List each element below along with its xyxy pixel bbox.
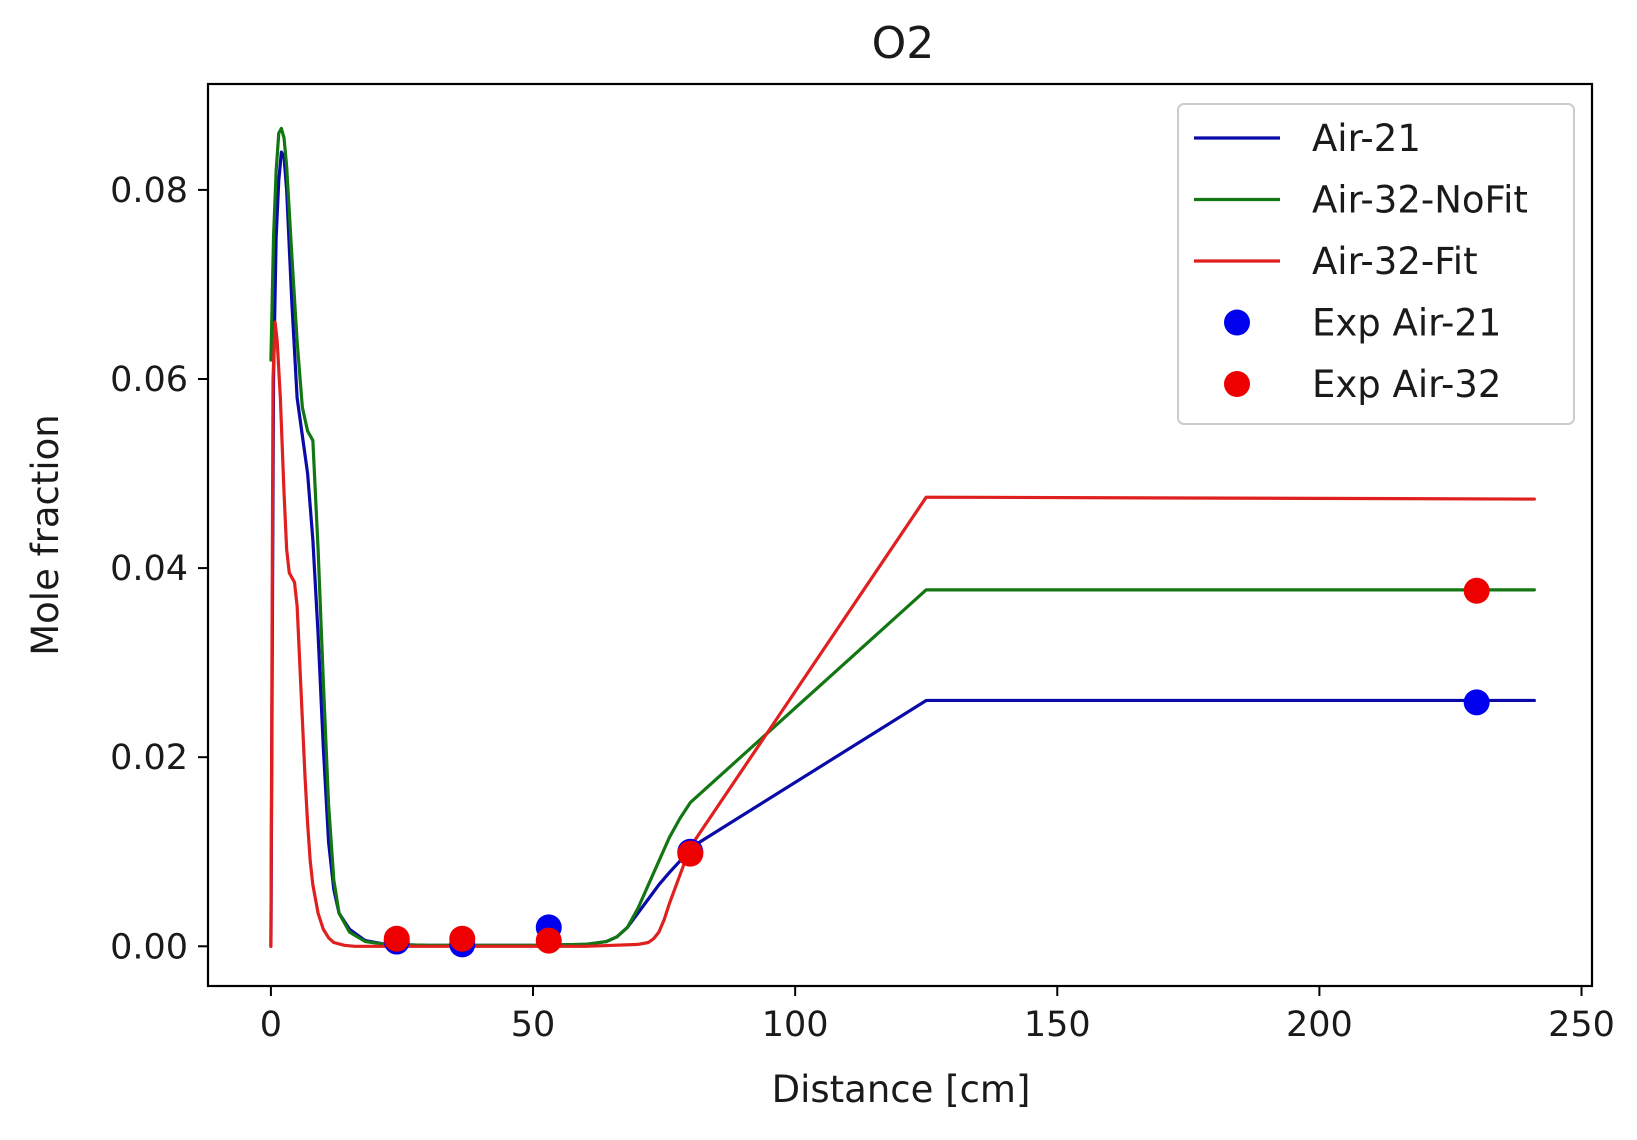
- legend-label-air-21: Air-21: [1312, 117, 1421, 160]
- legend-swatch-exp-air-21: [1224, 309, 1250, 336]
- y-tick-label: 0.02: [110, 738, 188, 778]
- x-tick-label: 0: [260, 1005, 282, 1045]
- legend-label-exp-air-32: Exp Air-32: [1312, 363, 1501, 406]
- legend: Air-21 Air-32-NoFit Air-32-Fit Exp Air-21 Ex…: [1177, 103, 1575, 425]
- y-tick-label: 0.00: [110, 927, 188, 967]
- x-tick-label: 50: [511, 1005, 556, 1045]
- legend-label-exp-air-21: Exp Air-21: [1312, 302, 1501, 345]
- x-tick-label: 150: [1024, 1005, 1091, 1045]
- data-point-exp-air-32: [383, 925, 410, 952]
- legend-label-air-32-fit: Air-32-Fit: [1312, 240, 1478, 283]
- data-point-exp-air-32: [677, 840, 704, 867]
- data-point-exp-air-32: [1463, 577, 1490, 604]
- legend-box: [1177, 103, 1575, 425]
- legend-label-air-32-nofit: Air-32-NoFit: [1312, 179, 1528, 222]
- x-tick-label: 200: [1286, 1005, 1353, 1045]
- plot-area: [269, 126, 1536, 958]
- x-tick-label: 100: [762, 1005, 829, 1045]
- data-point-exp-air-32: [449, 925, 476, 952]
- x-tick-label: 250: [1548, 1005, 1615, 1045]
- y-tick-label: 0.06: [110, 360, 188, 400]
- data-point-exp-air-32: [535, 927, 562, 954]
- y-tick-label: 0.04: [110, 549, 188, 589]
- plot-frame: [206, 82, 1594, 988]
- legend-swatch-exp-air-32: [1224, 371, 1250, 397]
- x-axis-label: Distance [cm]: [772, 1068, 1031, 1111]
- y-axis-label: Mole fraction: [24, 414, 67, 656]
- series-group: [269, 126, 1536, 958]
- series-line-air-32-fit: [269, 320, 1536, 948]
- y-tick-label: 0.08: [110, 171, 188, 211]
- chart-title: O2: [872, 18, 935, 69]
- series-line-air-32-nofit: [269, 126, 1536, 947]
- data-point-exp-air-21: [1463, 689, 1490, 716]
- axis-ticks: 0 50 100 150 200 250 0.00 0.02 0.04 0.06 0.08: [110, 171, 1615, 1045]
